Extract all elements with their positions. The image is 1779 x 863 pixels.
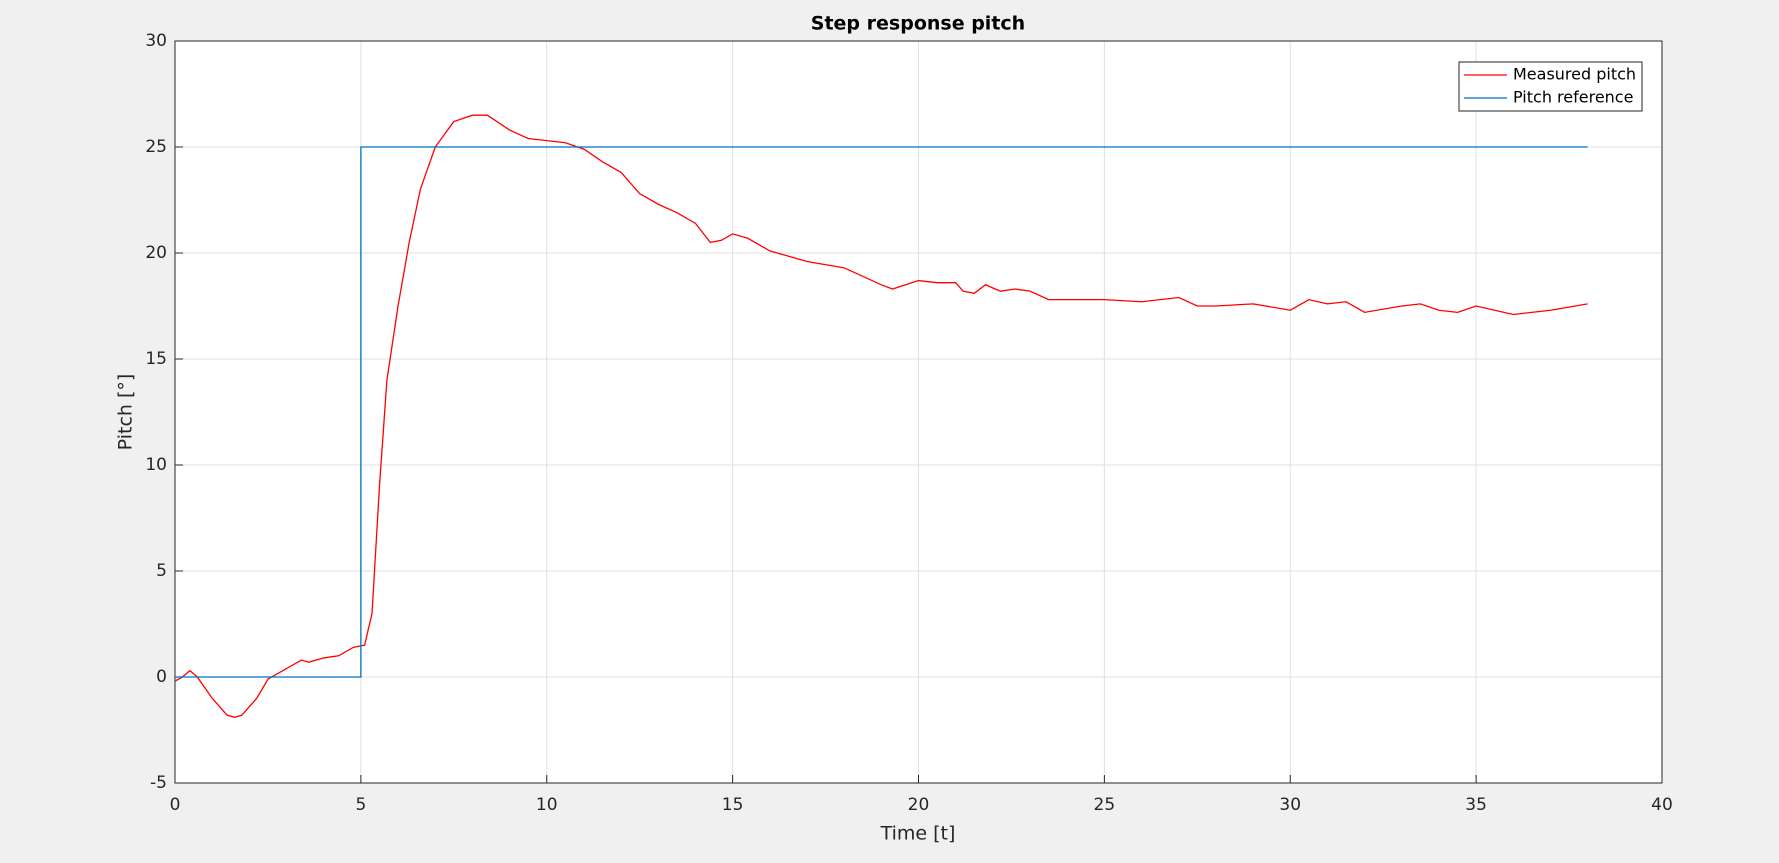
y-tick-label: 30 (145, 31, 167, 51)
x-axis-label: Time [t] (880, 823, 956, 845)
legend-box (1458, 61, 1643, 112)
x-tick-label: 35 (1465, 795, 1487, 815)
x-tick-label: 5 (355, 795, 366, 815)
x-tick-label: 20 (908, 795, 930, 815)
y-tick-label: 15 (145, 349, 167, 369)
x-tick-label: 15 (722, 795, 744, 815)
data-line (174, 114, 1588, 718)
legend-label: Pitch reference (1513, 88, 1633, 107)
y-axis-label: Pitch [°] (115, 374, 137, 451)
x-tick-label: 0 (170, 795, 181, 815)
x-tick-label: 25 (1094, 795, 1116, 815)
y-tick-label: -5 (150, 773, 167, 793)
x-tick-label: 30 (1279, 795, 1301, 815)
x-tick-label: 40 (1651, 795, 1673, 815)
data-line (175, 146, 1588, 678)
y-tick-label: 5 (156, 561, 167, 581)
legend-label: Measured pitch (1513, 65, 1636, 84)
y-tick-label: 20 (145, 243, 167, 263)
y-tick-label: 0 (156, 667, 167, 687)
chart-title: Step response pitch (811, 13, 1025, 35)
axes-box (174, 40, 1663, 784)
y-tick-label: 25 (145, 137, 167, 157)
x-tick-label: 10 (536, 795, 558, 815)
y-tick-label: 10 (145, 455, 167, 475)
